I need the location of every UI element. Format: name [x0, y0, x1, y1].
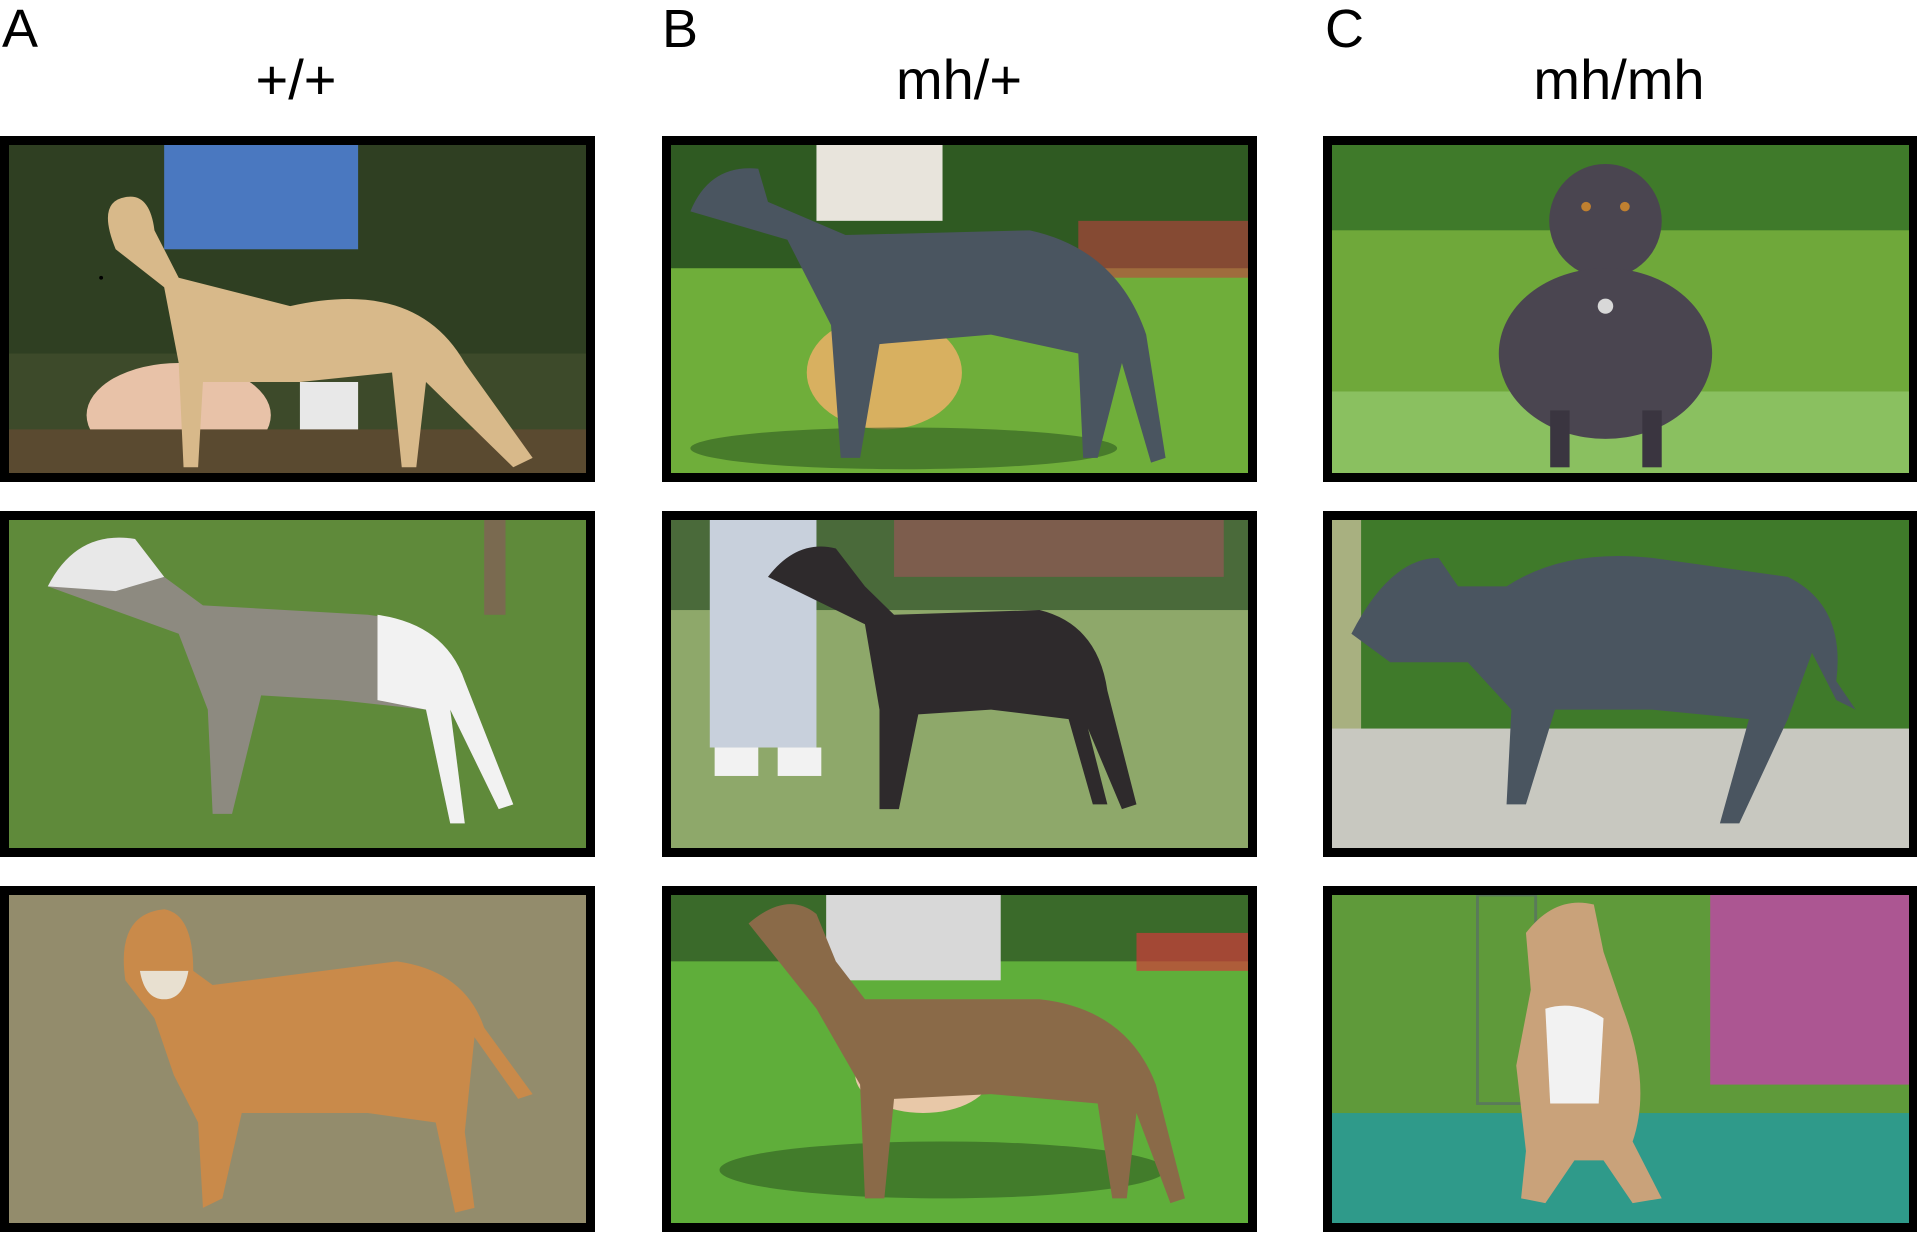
photo-a3-red-greyhound: [0, 886, 595, 1232]
photo-a2-brindle-white-whippet: [0, 511, 595, 857]
photo-c1-sitting-blue-dog: [1323, 136, 1917, 482]
photo-c3-sitting-fawn-whippet: [1323, 886, 1917, 1232]
photo-a1-fawn-whippet: [0, 136, 595, 482]
photo-b2-black-greyhound: [662, 511, 1257, 857]
photo-b3-brindle-greyhound: [662, 886, 1257, 1232]
genotype-label-c: mh/mh: [1533, 48, 1705, 111]
genotype-label-a: +/+: [255, 48, 337, 111]
photo-b1-blue-greyhound: [662, 136, 1257, 482]
panel-letter-a: A: [2, 0, 39, 59]
panel-letter-c: C: [1325, 0, 1364, 59]
photo-c2-muscular-blue-dog: [1323, 511, 1917, 857]
genotype-label-b: mh/+: [895, 48, 1023, 111]
panel-letter-b: B: [662, 0, 699, 59]
